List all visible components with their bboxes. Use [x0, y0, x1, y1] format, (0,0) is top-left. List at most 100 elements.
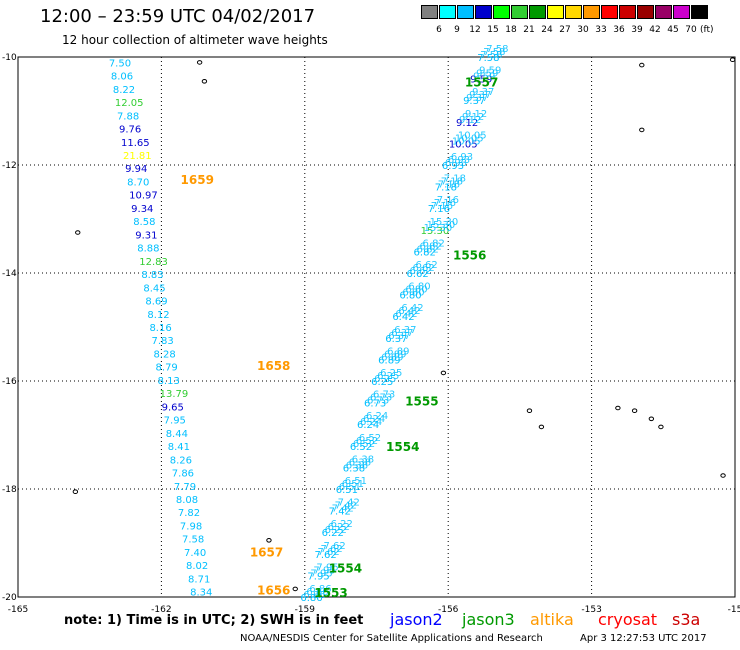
- wave-height-value: 6.37: [385, 334, 407, 345]
- island: [538, 424, 545, 430]
- map-grid: [17, 56, 736, 598]
- legend-label: 18: [505, 25, 517, 35]
- legend-swatch: [691, 5, 708, 19]
- wave-height-value: 8.22: [113, 85, 135, 96]
- island: [72, 489, 79, 495]
- wave-height-value: 21.81: [123, 151, 152, 162]
- wave-height-value: 7.42: [329, 507, 351, 518]
- wave-height-value: 6.82: [420, 241, 442, 252]
- wave-height-value: 9.37: [469, 90, 491, 101]
- wave-height-value: 6.52: [350, 442, 372, 453]
- wave-height-value: 6.86: [303, 590, 325, 601]
- wave-height-value: 6.93: [445, 158, 467, 169]
- wave-height-value: 15.30: [421, 226, 450, 237]
- wave-height-value: 8.41: [168, 442, 190, 453]
- wave-height-value: 6.62: [412, 263, 434, 274]
- legend-swatch: [547, 5, 564, 19]
- legend-unit: (ft): [700, 25, 714, 35]
- wave-height-value: 7.95: [307, 571, 329, 582]
- wave-height-value: 7.50: [109, 58, 131, 69]
- wave-height-value: 10.97: [129, 191, 158, 202]
- lat-tick-label: -12: [2, 161, 17, 171]
- wave-height-value: 6.89: [378, 355, 400, 366]
- lon-tick-label: -156: [438, 605, 459, 615]
- island: [615, 405, 621, 411]
- wave-height-value: 15.30: [427, 220, 456, 231]
- wave-height-value: 8.69: [145, 297, 167, 308]
- wave-height-value: 6.24: [366, 411, 388, 422]
- wave-height-value: 7.58: [483, 47, 505, 58]
- left-track-values: 7.50 8.06 8.22 12.05 7.88 9.76 11.65 21.81 9.94 8…: [109, 58, 213, 598]
- wave-height-value: 9.59: [470, 75, 492, 86]
- pass-time-label: 1553: [314, 586, 347, 600]
- island: [440, 370, 447, 376]
- lon-tick-label: -153: [581, 605, 601, 615]
- lat-tick-label: -14: [2, 269, 17, 279]
- legend-label: 36: [613, 25, 625, 35]
- wave-height-value: 7.95: [313, 565, 335, 576]
- wave-height-value: 6.24: [360, 417, 382, 428]
- island: [196, 60, 203, 65]
- wave-height-value: 6.89: [384, 349, 406, 360]
- wave-height-value: 6.52: [356, 436, 378, 447]
- lat-tick-label: -16: [2, 377, 17, 387]
- wave-height-value: 9.12: [465, 109, 487, 120]
- legend-swatch: [439, 5, 456, 19]
- wave-height-value: 9.31: [135, 230, 157, 241]
- island: [648, 416, 655, 422]
- wave-height-value: 7.95: [316, 562, 338, 573]
- legend-label: 33: [595, 25, 607, 35]
- lat-tick-label: -10: [2, 53, 17, 63]
- legend-swatch: [583, 5, 600, 19]
- island: [720, 473, 726, 478]
- wave-height-value: 7.18: [438, 180, 460, 191]
- wave-height-value: 6.24: [357, 420, 379, 431]
- legend-swatch: [529, 5, 546, 19]
- wave-height-value: 8.45: [143, 283, 165, 294]
- wave-height-value: 7.95: [164, 416, 186, 427]
- wave-height-value: 8.06: [111, 72, 133, 83]
- legend-label: 9: [454, 25, 460, 35]
- pass-time-label: 1555: [405, 394, 438, 408]
- wave-height-value: 6.62: [415, 260, 437, 271]
- credit-text: NOAA/NESDIS Center for Satellite Applica…: [240, 633, 543, 644]
- pass-time-label: 1656: [257, 583, 290, 597]
- wave-height-value: 7.18: [444, 174, 466, 185]
- wave-height-value: 6.52: [353, 439, 375, 450]
- wave-height-value: 10.05: [452, 136, 481, 147]
- axis-labels: -10 -12 -14 -16 -18 -20 -165 -162 -159 -156 -153 -1…: [2, 53, 740, 615]
- wave-height-value: 8.26: [170, 455, 192, 466]
- wave-height-value: 6.73: [364, 399, 386, 410]
- wave-height-value: 6.82: [417, 244, 439, 255]
- wave-height-value: 6.80: [399, 291, 421, 302]
- wave-height-value: 7.95: [310, 568, 332, 579]
- lon-tick-label: -162: [151, 605, 171, 615]
- wave-height-value: 7.62: [318, 547, 340, 558]
- page-subtitle: 12 hour collection of altimeter wave hei…: [62, 33, 328, 47]
- page-title: 12:00 – 23:59 UTC 04/02/2017: [40, 6, 316, 27]
- island: [631, 408, 638, 414]
- island: [729, 57, 736, 63]
- legend-label: 39: [631, 25, 643, 35]
- mission-label-jason2: jason2: [390, 610, 443, 629]
- wave-height-value: 6.38: [352, 454, 374, 465]
- wave-height-value: 6.93: [442, 161, 464, 172]
- wave-height-value: 9.59: [473, 72, 495, 83]
- lat-tick-label: -18: [2, 485, 17, 495]
- wave-height-value: 7.58: [480, 50, 502, 61]
- wave-height-value: 7.62: [315, 550, 337, 561]
- wave-height-value: 8.34: [190, 588, 212, 599]
- wave-height-value: 7.62: [321, 544, 343, 555]
- wave-height-value: 7.42: [335, 501, 357, 512]
- island: [201, 79, 208, 84]
- island-layer: [72, 57, 736, 592]
- lon-tick-label: -159: [295, 605, 316, 615]
- wave-height-value: 6.73: [367, 396, 389, 407]
- wave-height-value: 9.12: [462, 112, 484, 123]
- legend-swatch: [619, 5, 636, 19]
- wave-height-value: 9.37: [463, 96, 485, 107]
- wave-height-value: 8.12: [147, 310, 169, 321]
- wave-height-value: 6.38: [346, 460, 368, 471]
- legend-swatch: [421, 5, 438, 19]
